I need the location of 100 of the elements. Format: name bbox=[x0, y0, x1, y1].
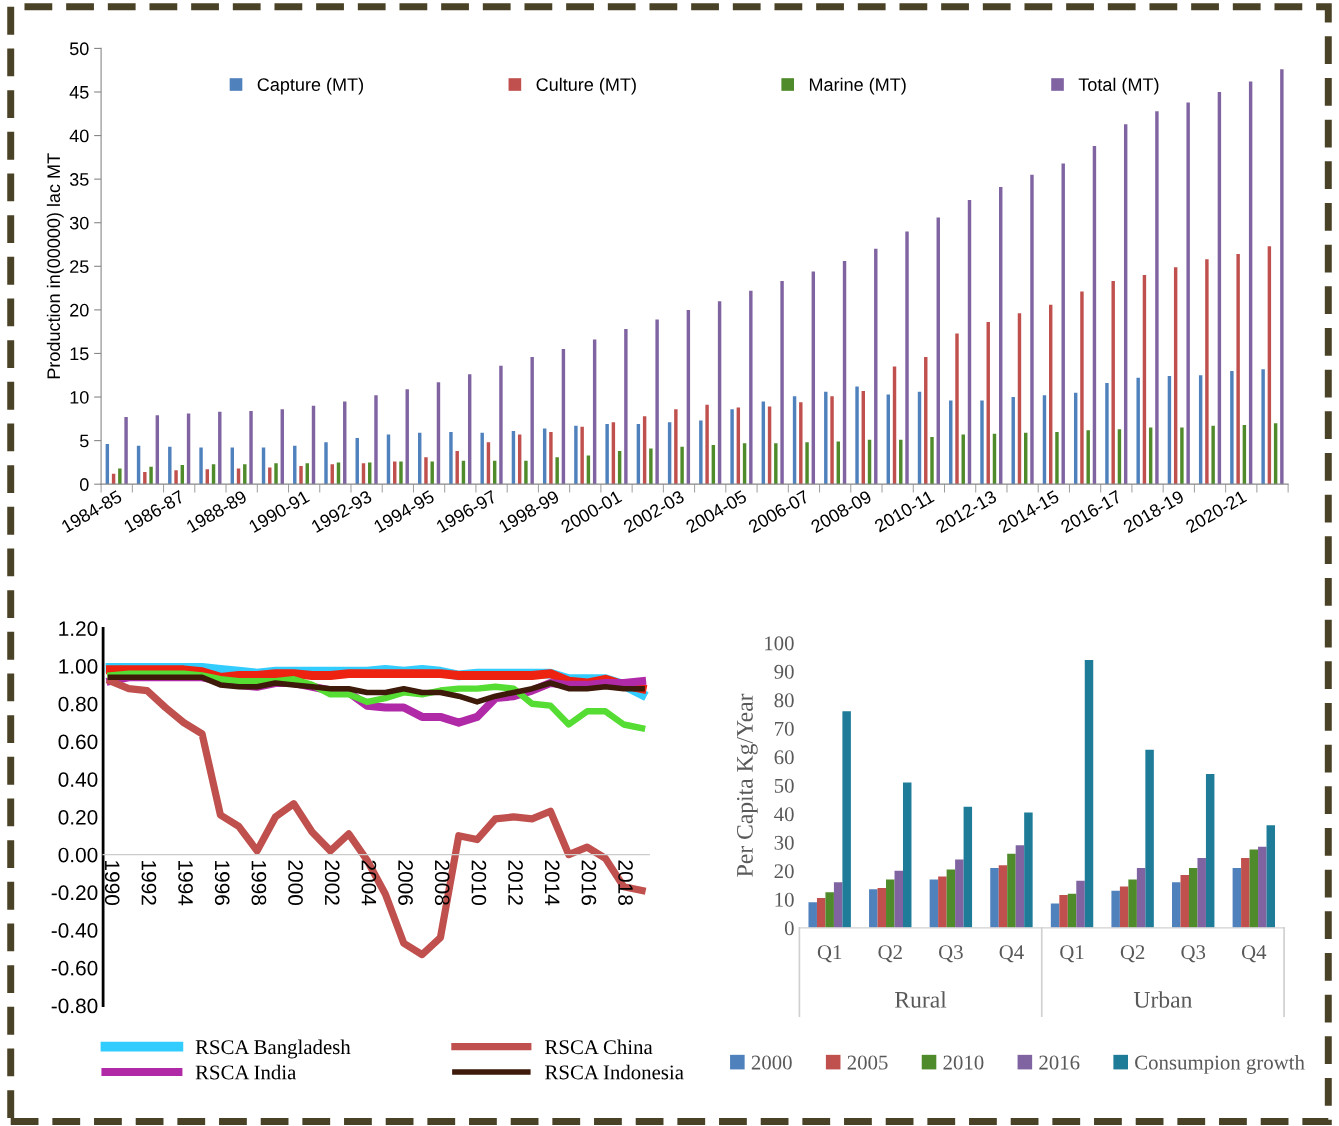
y-tick-label: 35 bbox=[69, 173, 89, 186]
bar bbox=[894, 870, 903, 928]
bar bbox=[938, 876, 947, 928]
legend-label: Capture (MT) bbox=[257, 77, 363, 95]
bar bbox=[1261, 369, 1265, 485]
bar bbox=[274, 463, 278, 485]
bar bbox=[1055, 431, 1059, 485]
legend-label: RSCA Indonesia bbox=[545, 1064, 684, 1080]
bar bbox=[1007, 853, 1016, 928]
y-tick-label: 0 bbox=[784, 921, 794, 936]
legend-label: Culture (MT) bbox=[536, 77, 636, 95]
y-tick-label: 50 bbox=[69, 42, 89, 56]
bar bbox=[1024, 812, 1033, 928]
bar bbox=[1059, 895, 1068, 928]
bar bbox=[530, 356, 534, 485]
bar bbox=[955, 333, 959, 485]
bar bbox=[874, 248, 878, 485]
x-tick-label: 1992 bbox=[141, 861, 157, 905]
y-tick-label: -0.40 bbox=[51, 923, 98, 938]
x-tick-label: 2002 bbox=[324, 860, 340, 905]
bar bbox=[886, 879, 895, 928]
bar bbox=[1084, 660, 1094, 928]
bar bbox=[399, 461, 403, 485]
bar bbox=[825, 892, 834, 928]
bar bbox=[555, 457, 559, 485]
y-tick-label: 30 bbox=[69, 216, 89, 230]
bar bbox=[118, 468, 122, 485]
bar bbox=[1136, 377, 1140, 485]
legend-label: 2005 bbox=[847, 1055, 888, 1070]
y-tick-label: 0.20 bbox=[58, 809, 98, 825]
y-axis-title: Production in(00000) lac MT bbox=[46, 153, 64, 379]
legend-label: 2000 bbox=[751, 1055, 792, 1070]
bar bbox=[574, 425, 578, 485]
text: Urban bbox=[1133, 991, 1193, 1008]
bar bbox=[1205, 259, 1209, 485]
y-tick-label: 25 bbox=[70, 260, 89, 274]
bar bbox=[680, 446, 684, 485]
bar bbox=[1180, 427, 1184, 485]
bar bbox=[580, 426, 584, 485]
bar bbox=[674, 409, 678, 485]
bar bbox=[833, 882, 843, 928]
y-tick-label: -0.20 bbox=[51, 885, 98, 901]
bar bbox=[730, 409, 734, 485]
bar bbox=[480, 432, 484, 485]
y-tick-label: 1.00 bbox=[59, 659, 98, 674]
x-tick-label: Q4 bbox=[1241, 945, 1267, 963]
x-tick-label: Q3 bbox=[938, 945, 963, 963]
y-tick-label: 45 bbox=[69, 86, 89, 99]
bar bbox=[1241, 858, 1250, 928]
y-tick-label: 50 bbox=[774, 778, 794, 793]
bar bbox=[1111, 281, 1115, 485]
bar bbox=[655, 319, 659, 485]
bar bbox=[1249, 849, 1259, 928]
y-tick-label: 40 bbox=[69, 129, 89, 143]
legend-label: Total (MT) bbox=[1078, 77, 1159, 95]
legend-label: 2016 bbox=[1039, 1055, 1080, 1070]
bar bbox=[143, 471, 147, 485]
bar bbox=[1145, 749, 1154, 928]
bar bbox=[780, 281, 784, 485]
x-tick-label: 2008 bbox=[434, 860, 450, 905]
y-tick-label: -0.80 bbox=[51, 998, 98, 1014]
bar bbox=[1258, 846, 1267, 928]
y-tick-label: 90 bbox=[774, 664, 794, 679]
bar bbox=[1232, 868, 1242, 928]
bar bbox=[808, 902, 817, 928]
bar bbox=[1205, 773, 1215, 928]
bar bbox=[1067, 893, 1077, 928]
x-tick-label: 2006 bbox=[398, 860, 413, 905]
bar bbox=[990, 868, 999, 928]
y-tick-label: 1.20 bbox=[59, 621, 98, 637]
bar bbox=[324, 442, 328, 485]
x-tick-label: 1994 bbox=[178, 861, 193, 906]
bar bbox=[774, 443, 778, 485]
bar bbox=[929, 879, 939, 928]
bar bbox=[1188, 868, 1198, 928]
bar bbox=[955, 859, 964, 928]
legend-label: Marine (MT) bbox=[809, 77, 906, 95]
x-tick-label: 1998 bbox=[251, 861, 267, 905]
bar bbox=[842, 711, 851, 928]
x-tick-label: 1996 bbox=[214, 861, 230, 905]
bar bbox=[1080, 291, 1084, 485]
legend-label: 2010 bbox=[943, 1055, 984, 1070]
x-tick-label: Q4 bbox=[999, 945, 1024, 963]
bar bbox=[1155, 111, 1159, 485]
bar bbox=[998, 865, 1008, 928]
bar bbox=[699, 420, 703, 485]
bar bbox=[1197, 858, 1206, 928]
y-tick-label: 0 bbox=[79, 478, 89, 491]
bar bbox=[168, 446, 172, 485]
bar bbox=[1105, 383, 1109, 485]
bar bbox=[1086, 430, 1090, 485]
bar bbox=[549, 431, 553, 485]
bar bbox=[624, 329, 628, 485]
x-tick-label: 2010 bbox=[471, 860, 487, 906]
y-axis-title: Per Capita Kg/Year bbox=[736, 693, 758, 877]
y-tick-label: 15 bbox=[70, 347, 89, 361]
bar bbox=[1230, 370, 1234, 485]
bar bbox=[1236, 254, 1240, 485]
bar bbox=[1136, 868, 1146, 928]
y-tick-label: 5 bbox=[79, 434, 89, 448]
